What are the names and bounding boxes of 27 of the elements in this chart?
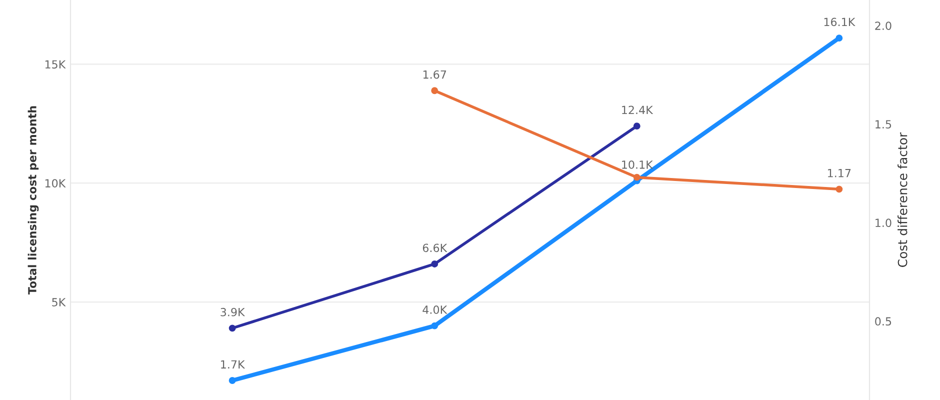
point (228, 377, 236, 384)
y2-axis-title: Cost difference factor (898, 132, 908, 267)
point (633, 122, 640, 130)
y2-tick-label: 2.0 (875, 22, 892, 30)
y-axis-title: Total licensing cost per month (28, 106, 39, 295)
data-label: 1.7K (221, 360, 246, 368)
point (431, 260, 438, 268)
y-tick-label: 5K (52, 298, 66, 306)
data-label: 3.9K (220, 308, 246, 316)
y2-tick-label: 0.5 (875, 317, 892, 326)
data-label: 12.4K (622, 106, 654, 114)
point (633, 174, 640, 181)
data-label: 1.67 (423, 70, 446, 79)
data-label: 6.6K (422, 244, 448, 252)
y2-tick-label: 1.0 (876, 218, 892, 228)
point (431, 322, 438, 330)
y-tick-label: 10K (45, 179, 66, 188)
point (836, 34, 843, 42)
data-label: 10.1K (622, 160, 654, 169)
point (836, 186, 843, 193)
data-label: 4.0K (422, 306, 448, 314)
point (228, 324, 236, 332)
y2-tick-label: 1.5 (876, 120, 892, 129)
point (431, 87, 438, 94)
data-label: 1.17 (828, 169, 851, 178)
data-label: 16.1K (824, 18, 856, 26)
y-tick-label: 15K (45, 60, 66, 69)
